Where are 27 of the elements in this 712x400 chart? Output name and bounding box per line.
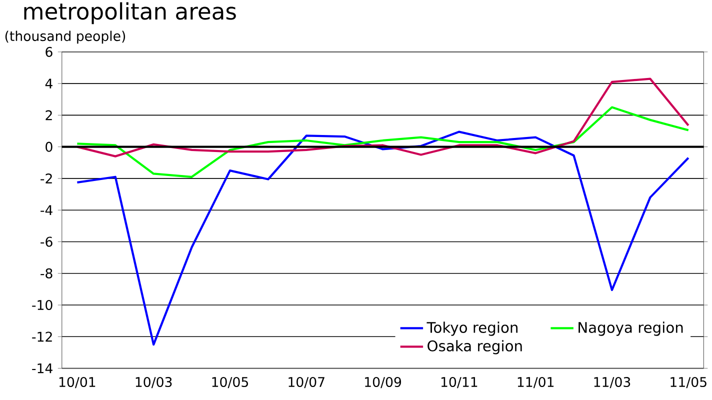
x-tick-label: 10/11	[441, 376, 478, 388]
line-series	[76, 78, 690, 158]
x-tick-label: 10/01	[59, 376, 96, 388]
y-tick-label: -12	[32, 332, 52, 342]
x-tick-label: 11/01	[518, 376, 554, 388]
y-tick-label: -10	[32, 300, 52, 310]
y-tick-label: -14	[32, 363, 52, 374]
chart-title: metropolitan areas	[24, 2, 236, 24]
y-tick-label: 4	[45, 78, 52, 88]
y-tick-label: -4	[40, 205, 52, 215]
legend-label: Osaka region	[428, 340, 522, 354]
y-tick-label: -6	[40, 236, 52, 247]
x-tick-label: 11/05	[670, 376, 706, 388]
x-tick-label: 10/09	[365, 376, 402, 388]
x-tick-label: 10/03	[136, 376, 172, 388]
y-tick-label: -8	[40, 268, 52, 278]
y-tick-label: 2	[46, 110, 52, 120]
y-tick-label: 0	[46, 142, 52, 152]
x-tick-label: 10/07	[288, 376, 324, 388]
x-tick-label: 10/05	[212, 376, 248, 388]
x-tick-label: 11/03	[594, 376, 630, 388]
y-axis-title: (thousand people)	[5, 30, 126, 44]
y-tick-label: -2	[40, 173, 52, 184]
legend-label: Tokyo region	[426, 322, 518, 336]
legend-label: Nagoya region	[578, 322, 683, 336]
line-series	[76, 106, 690, 178]
y-tick-label: 6	[46, 46, 52, 57]
